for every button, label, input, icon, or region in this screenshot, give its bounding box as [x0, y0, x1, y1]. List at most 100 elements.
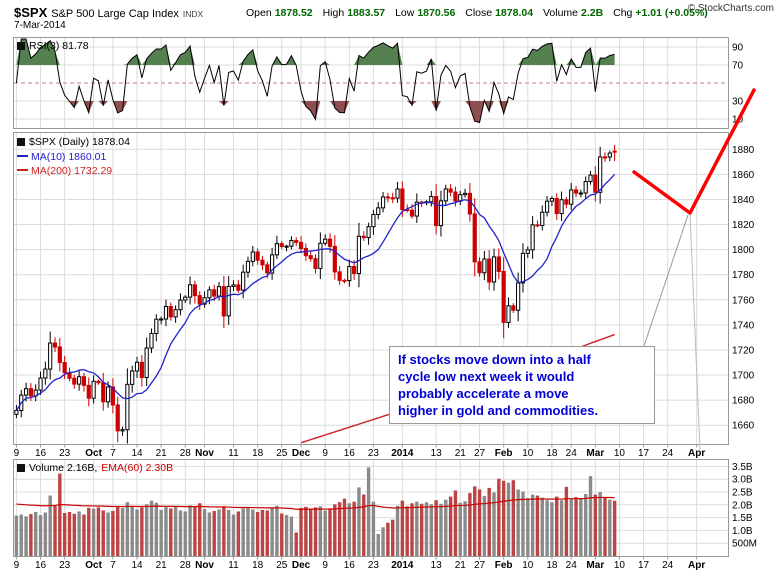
svg-text:25: 25: [276, 448, 288, 459]
rsi-label: RSI(3) 81.78: [29, 40, 89, 52]
svg-text:1680: 1680: [732, 396, 755, 407]
volume-bars-icon: [17, 464, 25, 472]
svg-text:500M: 500M: [732, 539, 757, 550]
svg-text:16: 16: [35, 448, 47, 459]
svg-text:2014: 2014: [391, 448, 414, 459]
ma200-label: MA(200) 1732.29: [31, 165, 113, 177]
svg-text:25: 25: [276, 560, 288, 571]
chart-title: $SPX S&P 500 Large Cap Index INDX: [14, 4, 203, 22]
svg-text:Oct: Oct: [85, 560, 102, 571]
svg-text:23: 23: [59, 560, 71, 571]
svg-text:10: 10: [614, 448, 626, 459]
svg-text:9: 9: [14, 448, 20, 459]
svg-text:Dec: Dec: [292, 448, 311, 459]
annotation-box: If stocks move down into a half cycle lo…: [389, 346, 655, 424]
svg-text:17: 17: [638, 448, 650, 459]
svg-text:21: 21: [455, 560, 467, 571]
price-label: $SPX (Daily) 1878.04: [29, 136, 130, 148]
svg-text:Dec: Dec: [292, 560, 311, 571]
svg-text:14: 14: [131, 448, 143, 459]
svg-text:2.5B: 2.5B: [732, 488, 753, 499]
svg-text:Apr: Apr: [688, 560, 705, 571]
svg-text:2014: 2014: [391, 560, 414, 571]
svg-text:16: 16: [344, 448, 356, 459]
svg-text:9: 9: [14, 560, 20, 571]
svg-text:70: 70: [732, 61, 744, 72]
quote-volume: Volume 2.2B: [542, 7, 604, 19]
svg-text:1780: 1780: [732, 270, 755, 281]
svg-text:Apr: Apr: [688, 448, 705, 459]
svg-text:1860: 1860: [732, 170, 755, 181]
svg-text:7: 7: [110, 448, 116, 459]
svg-text:18: 18: [252, 448, 264, 459]
quote-row: Open 1878.52 High 1883.57 Low 1870.56 Close…: [246, 7, 715, 19]
svg-text:18: 18: [252, 560, 264, 571]
svg-text:17: 17: [638, 560, 650, 571]
svg-text:24: 24: [566, 448, 578, 459]
quote-change: Chg +1.01 (+0.05%): [613, 7, 708, 19]
svg-text:16: 16: [344, 560, 356, 571]
svg-text:11: 11: [228, 560, 239, 571]
svg-text:3.5B: 3.5B: [732, 462, 753, 473]
svg-text:1700: 1700: [732, 371, 755, 382]
svg-text:9: 9: [322, 448, 328, 459]
svg-text:16: 16: [35, 560, 47, 571]
svg-text:Mar: Mar: [586, 560, 604, 571]
rsi-legend: RSI(3) 81.78: [17, 40, 89, 52]
quote-high: High 1883.57: [322, 7, 386, 19]
svg-text:13: 13: [431, 560, 443, 571]
svg-text:1660: 1660: [732, 421, 755, 432]
rsi-indicator-icon: [17, 42, 25, 50]
copyright: © StockCharts.com: [687, 3, 774, 14]
ma10-legend: MA(10) 1860.01: [17, 151, 106, 163]
svg-text:23: 23: [368, 560, 380, 571]
index-name: S&P 500 Large Cap Index: [51, 8, 179, 20]
svg-text:3.0B: 3.0B: [732, 475, 753, 486]
svg-text:1760: 1760: [732, 295, 755, 306]
svg-text:1.5B: 1.5B: [732, 513, 753, 524]
svg-text:21: 21: [156, 560, 168, 571]
svg-text:10: 10: [522, 560, 534, 571]
ma200-legend: MA(200) 1732.29: [17, 165, 112, 177]
price-legend: $SPX (Daily) 1878.04: [17, 136, 130, 148]
svg-text:9: 9: [322, 560, 328, 571]
svg-text:Nov: Nov: [195, 448, 214, 459]
svg-text:28: 28: [180, 560, 192, 571]
quote-close: Close 1878.04: [465, 7, 534, 19]
ma10-label: MA(10) 1860.01: [31, 151, 107, 163]
svg-text:Feb: Feb: [495, 448, 513, 459]
svg-text:90: 90: [732, 43, 744, 54]
svg-text:Nov: Nov: [195, 560, 214, 571]
svg-text:24: 24: [662, 560, 674, 571]
ma10-swatch-icon: [17, 155, 28, 157]
svg-text:14: 14: [131, 560, 143, 571]
svg-text:24: 24: [566, 560, 578, 571]
svg-text:10: 10: [522, 448, 534, 459]
svg-text:1740: 1740: [732, 320, 755, 331]
svg-text:1840: 1840: [732, 195, 755, 206]
svg-text:1880: 1880: [732, 145, 755, 156]
svg-text:2.0B: 2.0B: [732, 500, 753, 511]
svg-text:7: 7: [110, 560, 116, 571]
svg-text:24: 24: [662, 448, 674, 459]
svg-text:Feb: Feb: [495, 560, 513, 571]
svg-text:10: 10: [614, 560, 626, 571]
quote-low: Low 1870.56: [395, 7, 456, 19]
volume-legend: Volume 2.16B, EMA(60) 2.30B: [17, 462, 173, 474]
svg-text:18: 18: [546, 560, 558, 571]
svg-text:1800: 1800: [732, 245, 755, 256]
volume-label: Volume 2.16B,: [29, 462, 98, 474]
chart-date: 7-Mar-2014: [14, 20, 66, 31]
svg-text:1720: 1720: [732, 345, 755, 356]
svg-text:1820: 1820: [732, 220, 755, 231]
svg-text:Oct: Oct: [85, 448, 102, 459]
ma200-swatch-icon: [17, 169, 28, 171]
svg-text:23: 23: [59, 448, 71, 459]
svg-text:Mar: Mar: [586, 448, 604, 459]
svg-text:11: 11: [228, 448, 239, 459]
svg-text:21: 21: [455, 448, 467, 459]
svg-text:23: 23: [368, 448, 380, 459]
candlestick-icon: [17, 138, 25, 146]
